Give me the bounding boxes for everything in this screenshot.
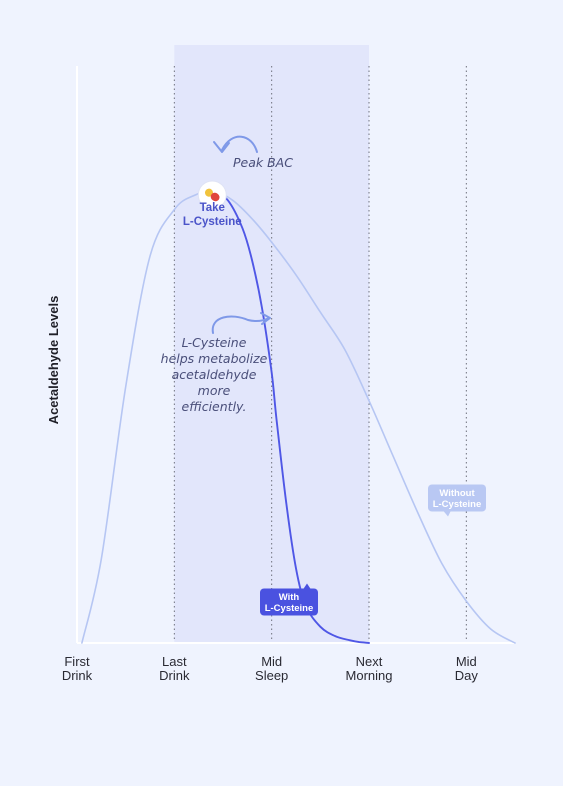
pill-half-yellow [204, 188, 213, 197]
note-arrow [211, 315, 270, 334]
x-tick-label: First Drink [62, 654, 93, 683]
peak-arrow [221, 135, 258, 153]
series-line-with [212, 190, 370, 644]
y-axis-label: Acetaldehyde Levels [46, 296, 61, 425]
with-l-cysteine-tag-bg [260, 588, 318, 616]
peak-bac-label: Peak BAC [233, 155, 293, 170]
series-line-without [81, 190, 516, 644]
x-tick-label: Mid Day [455, 654, 479, 683]
x-tick-label: Last Drink [159, 654, 190, 683]
pill-capsule [204, 188, 220, 202]
without-l-cysteine-tag-text: Without L-Cysteine [433, 488, 482, 510]
l-cysteine-note: L-Cysteine helps metabolize acetaldehyde mo… [161, 335, 268, 414]
peak-arrow-head [213, 141, 230, 153]
note-arrow-head [260, 312, 271, 325]
with-l-cysteine-tag: With L-Cysteine [260, 583, 318, 616]
x-tick-label: Next Morning [346, 654, 393, 683]
pill-half-red [210, 192, 220, 202]
without-l-cysteine-tag-tail [443, 510, 451, 517]
x-tick-label: Mid Sleep [255, 654, 288, 683]
without-l-cysteine-tag-bg [428, 484, 486, 512]
without-l-cysteine-tag: Without L-Cysteine [428, 484, 486, 517]
with-l-cysteine-tag-tail [303, 583, 311, 590]
with-l-cysteine-tag-text: With L-Cysteine [265, 592, 314, 614]
take-l-cysteine-label: Take L-Cysteine [183, 202, 242, 228]
pill-capsule-icon [197, 180, 227, 210]
